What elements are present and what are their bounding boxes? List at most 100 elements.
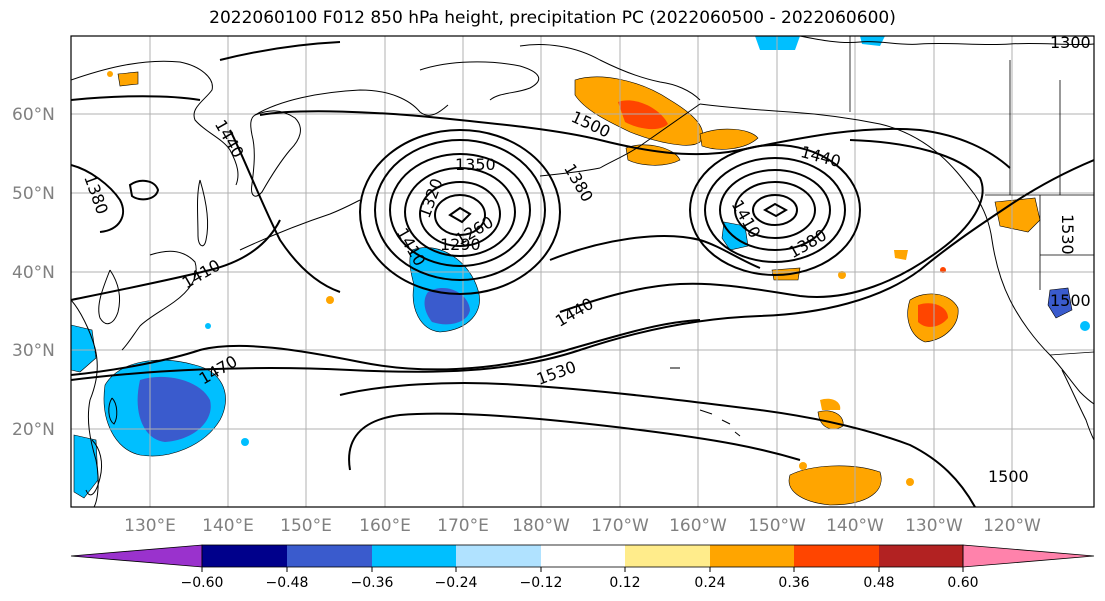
colorbar-tick-label: 0.24 (694, 575, 725, 591)
contour-1500-loop (348, 412, 801, 471)
lon-label-130e: 130°E (124, 516, 176, 536)
lon-label-160w: 160°W (669, 516, 727, 536)
colorbar-segment (879, 545, 963, 567)
latitude-labels: 60°N 50°N 40°N 30°N 20°N (12, 105, 55, 440)
lon-label-170w: 170°W (591, 516, 649, 536)
contour-label: 1500 (988, 467, 1029, 486)
colorbar-tick-label: 0.60 (947, 575, 978, 591)
graticule (71, 36, 1094, 507)
precip-core-west-pacific (137, 376, 211, 442)
lon-label-180w: 180°W (512, 516, 570, 536)
contour-1500-north (259, 110, 1011, 169)
coast-japan (121, 250, 197, 351)
contour-low-west-6 (434, 194, 486, 236)
precip-area-south (788, 465, 882, 506)
contour-low-west-5 (419, 181, 501, 247)
border-provinces (1009, 60, 1061, 195)
contour-label: 1410 (179, 256, 224, 293)
contour-1440-west (229, 129, 341, 293)
contour-1410-outer (219, 41, 341, 61)
lat-label-20n: 20°N (12, 420, 55, 440)
border-states (1039, 195, 1094, 290)
border-usa-mexico (1049, 351, 1094, 356)
contour-label: 1440 (552, 294, 597, 331)
lat-label-50n: 50°N (12, 184, 55, 204)
colorbar-tick-label: 0.36 (778, 575, 809, 591)
coast-taiwan (108, 397, 118, 425)
political-borders (849, 36, 1094, 356)
precip-spot-1 (1080, 321, 1090, 331)
lon-label-120w: 120°W (983, 516, 1041, 536)
map-area: 1440 1380 1410 1470 1350 1320 1260 1290 … (71, 33, 1094, 507)
precip-spot-3 (205, 323, 211, 329)
contour-label: 1290 (440, 235, 481, 254)
lon-label-150e: 150°E (280, 516, 332, 536)
colorbar-tick-label: −0.12 (520, 575, 563, 591)
precip-spot-8 (799, 462, 807, 470)
lat-label-40n: 40°N (12, 263, 55, 283)
contour-label: 1380 (80, 172, 112, 217)
contour-label: 1500 (1050, 291, 1091, 310)
colorbar-segment (794, 545, 879, 567)
colorbar-segment (202, 545, 287, 567)
coast-philippines (85, 439, 103, 496)
precip-spot-6 (838, 271, 846, 279)
colorbar-outline (201, 544, 964, 568)
colorbar-segment (287, 545, 372, 567)
contour-label: 1410 (393, 225, 430, 270)
coast-aleutians (539, 167, 601, 177)
precip-core-alaska (618, 100, 668, 130)
contour-1410 (71, 219, 281, 301)
contour-1440-east (559, 139, 984, 313)
precip-area-west-edge (71, 324, 97, 373)
longitude-labels: 130°E 140°E 150°E 160°E 170°E 180°W 170°… (124, 516, 1041, 536)
contour-low-east-6 (762, 202, 789, 218)
coast-china (71, 299, 99, 507)
coast-alaska-peninsula (599, 103, 701, 169)
lon-label-170e: 170°E (437, 516, 489, 536)
contour-low-east-4 (734, 181, 816, 239)
coast-bc-washington (974, 194, 1011, 301)
coast-alaska-south (699, 103, 976, 196)
coast-kuril-aleutian (239, 199, 361, 251)
precip-core-central-north-pacific (424, 288, 470, 325)
coast-alaska-west (519, 44, 701, 101)
lon-label-140w: 140°W (826, 516, 884, 536)
coast-california (1009, 299, 1094, 405)
precip-spot-9 (906, 478, 914, 486)
coast-asia-northeast (71, 60, 239, 186)
colorbar-segment (456, 545, 541, 567)
contour-label: 1300 (1050, 33, 1091, 52)
coast-okhotsk-north (254, 89, 449, 116)
contour-low-east-1 (689, 144, 861, 276)
lon-label-160e: 160°E (359, 516, 411, 536)
colorbar-tick-label: −0.24 (435, 575, 478, 591)
contour-1500-south (339, 382, 976, 507)
precip-area-arctic-2 (860, 36, 885, 46)
precip-spot-4 (326, 296, 334, 304)
precip-negative-areas (71, 36, 1090, 499)
contour-label: 1440 (799, 142, 843, 171)
contour-low-east-3 (719, 169, 831, 251)
colorbar-extend-low (70, 544, 203, 568)
contour-label: 1440 (211, 116, 248, 161)
lat-label-30n: 30°N (12, 341, 55, 361)
colorbar-segment (625, 545, 710, 567)
precip-area-philippines (73, 434, 99, 499)
colorbar: −0.60 −0.48 −0.36 −0.24 −0.12 0.12 0.24 … (70, 544, 1095, 591)
contour-low-west-3 (389, 153, 531, 267)
precip-area-small-2 (894, 250, 908, 260)
precip-spot-2 (241, 438, 249, 446)
map-title: 2022060100 F012 850 hPa height, precipit… (209, 8, 896, 28)
colorbar-tick-label: −0.48 (266, 575, 309, 591)
colorbar-tick-label: 0.48 (863, 575, 894, 591)
precip-area-mid-south-2 (820, 398, 841, 410)
colorbar-tick-label: 0.12 (609, 575, 640, 591)
precip-core-northeast-pacific (918, 303, 948, 327)
contour-1530 (71, 159, 1094, 381)
contour-1380-west (71, 164, 125, 233)
colorbar-ticks (201, 567, 964, 572)
height-contours (71, 41, 1094, 507)
contour-1470 (71, 319, 701, 376)
coastlines (71, 36, 1094, 507)
